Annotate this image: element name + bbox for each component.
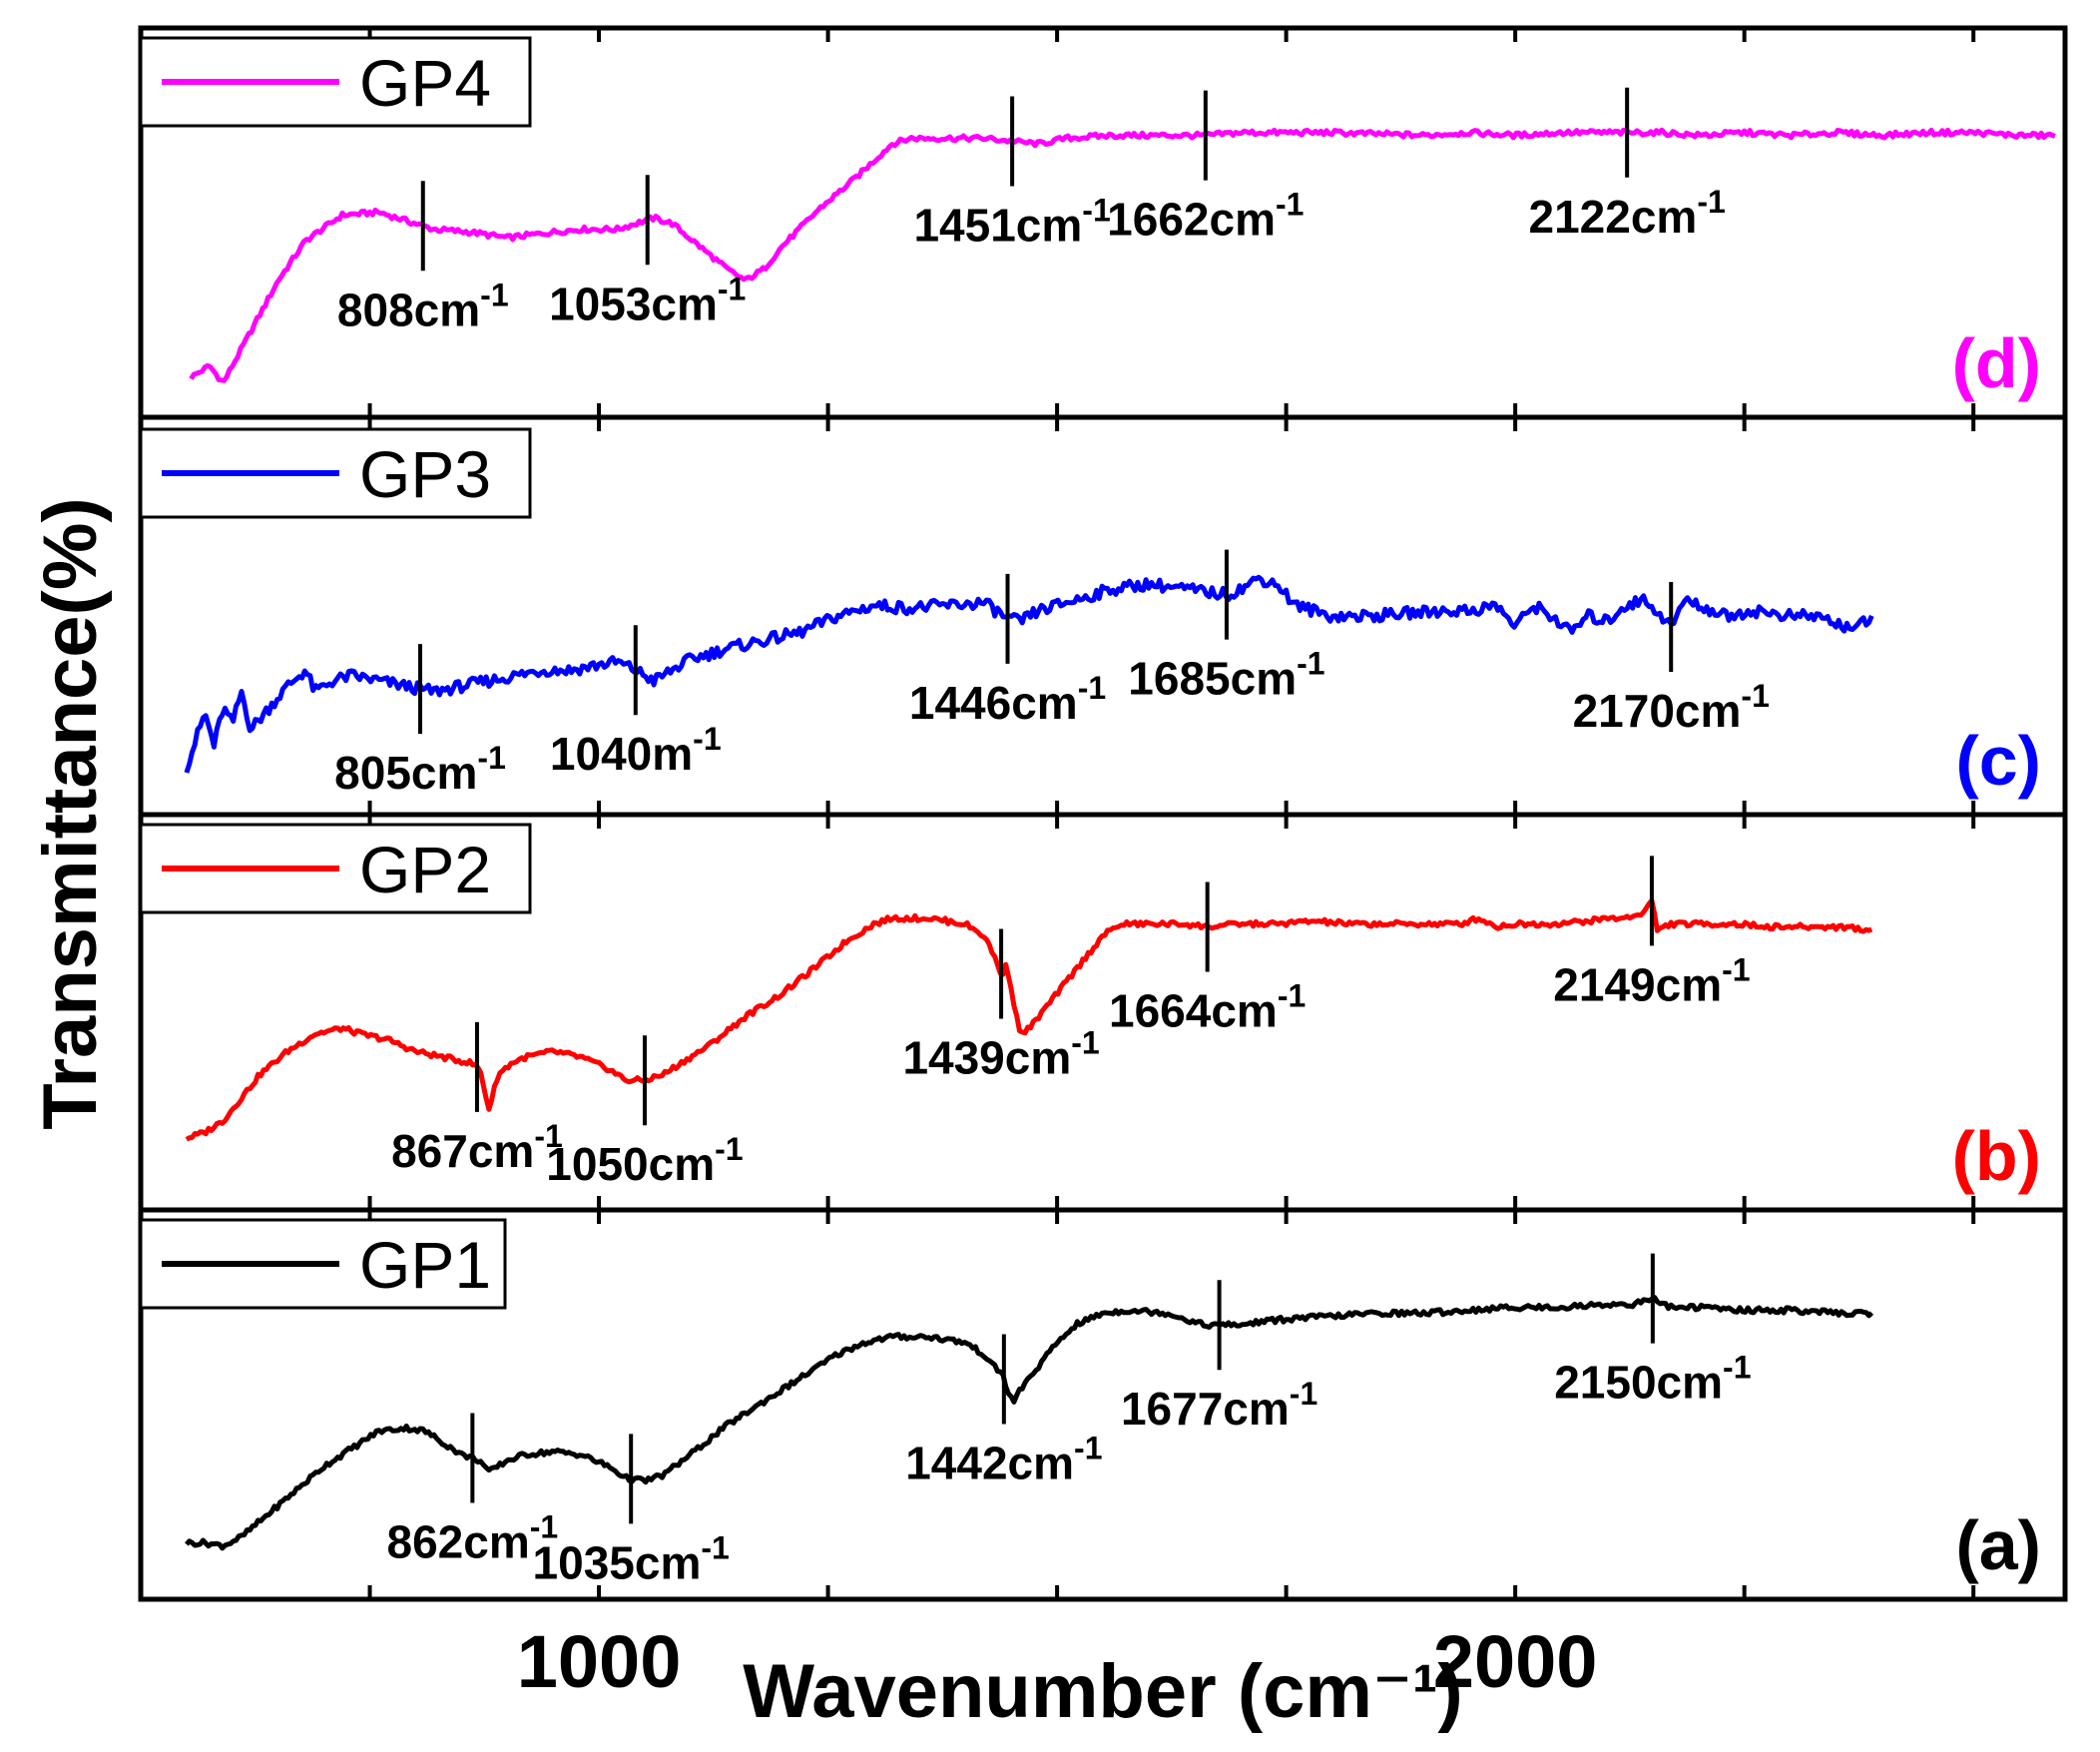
peak-label: 2150cm-1: [1554, 1350, 1751, 1409]
x-ticks: 1000 2000: [367, 28, 1976, 1703]
peak-label: 1035cm-1: [533, 1529, 730, 1588]
peak-label-unit-exponent: -1: [477, 740, 505, 776]
peak-label-unit-exponent: -1: [693, 721, 721, 757]
peak-label: 1439cm-1: [902, 1024, 1099, 1083]
peak-label: 1664cm-1: [1109, 978, 1306, 1037]
peak-label-value: 1439cm: [902, 1031, 1071, 1083]
peak-label-unit-exponent: -1: [1723, 1350, 1751, 1386]
peak-label-unit-exponent: -1: [1278, 978, 1306, 1014]
x-axis-title: Wavenumber (cm⁻¹): [743, 1649, 1462, 1734]
peak-label: 805cm-1: [334, 740, 506, 799]
series-line-gp3: [184, 574, 1874, 774]
series-line-gp4: [189, 127, 2056, 383]
peak-label-unit-exponent: -1: [1722, 951, 1750, 987]
series-line-gp2: [185, 897, 1873, 1142]
legend-label: GP3: [359, 437, 491, 511]
peak-label: 2149cm-1: [1553, 951, 1750, 1010]
peak-label: 1677cm-1: [1121, 1376, 1317, 1435]
series-line-gp1: [185, 1295, 1874, 1551]
legend-label: GP4: [359, 46, 491, 120]
panel-label: (c): [1955, 722, 2041, 800]
peak-label-unit-exponent: -1: [534, 1118, 562, 1154]
peak-label-value: 805cm: [334, 747, 477, 799]
peak-label-unit-exponent: -1: [530, 1509, 558, 1545]
peak-label-value: 2150cm: [1554, 1357, 1723, 1409]
peak-label-value: 1446cm: [909, 677, 1078, 729]
peak-label-unit-exponent: -1: [1697, 184, 1725, 220]
peak-label-value: 1050cm: [546, 1138, 715, 1190]
peak-label-value: 1035cm: [533, 1536, 702, 1588]
panel-label: (d): [1952, 324, 2041, 402]
peak-label: 1040m-1: [550, 721, 722, 780]
peak-label-value: 1053cm: [549, 278, 718, 329]
peak-label: 1685cm-1: [1128, 646, 1324, 705]
peak-label-unit-exponent: -1: [1276, 187, 1304, 223]
peak-label-value: 1685cm: [1128, 653, 1297, 705]
peak-label-unit-exponent: -1: [480, 277, 508, 312]
peak-label-value: 2170cm: [1573, 685, 1742, 737]
series-layer: [184, 127, 2056, 1551]
peak-label-unit-exponent: -1: [1071, 1024, 1099, 1060]
peak-label: 1662cm-1: [1107, 187, 1304, 246]
panel-frames: [138, 25, 2068, 1602]
x-tick-label: 1000: [517, 1620, 682, 1703]
peak-label: 1050cm-1: [546, 1131, 743, 1190]
peak-label-value: 1040m: [550, 728, 693, 780]
panel-label: (a): [1955, 1506, 2041, 1584]
peak-label-value: 2122cm: [1529, 191, 1698, 243]
peak-label: 2122cm-1: [1529, 184, 1726, 243]
peak-label: 862cm-1: [387, 1509, 559, 1568]
legend-label: GP1: [359, 1228, 491, 1302]
peak-label-value: 2149cm: [1553, 958, 1722, 1010]
panel-frame-a: [138, 1207, 2068, 1602]
peak-label-unit-exponent: -1: [715, 1131, 743, 1167]
peak-label-unit-exponent: -1: [1078, 670, 1106, 706]
peak-label-value: 1451cm: [913, 199, 1082, 251]
peak-label: 808cm-1: [337, 277, 509, 335]
panel-label: (b): [1952, 1117, 2041, 1195]
peak-label-value: 862cm: [387, 1516, 530, 1568]
peak-label-value: 1677cm: [1121, 1383, 1290, 1435]
peak-label-value: 1662cm: [1107, 194, 1276, 246]
y-axis-title: Transmittance(%): [28, 497, 113, 1130]
peak-label-unit-exponent: -1: [1290, 1376, 1317, 1412]
peak-label-value: 808cm: [337, 284, 480, 335]
legend-label: GP2: [359, 833, 491, 906]
peak-label-value: 867cm: [391, 1125, 534, 1177]
peak-label: 2170cm-1: [1573, 678, 1770, 737]
peak-label-unit-exponent: -1: [718, 271, 746, 306]
peak-label-unit-exponent: -1: [1082, 192, 1110, 228]
legend-layer: GP4 (d) GP3 (c) GP2 (b) GP1 (a): [139, 36, 2041, 1584]
peak-label-value: 1442cm: [905, 1437, 1074, 1488]
peak-label: 1442cm-1: [905, 1430, 1102, 1488]
peak-label: 867cm-1: [391, 1118, 563, 1177]
peak-label: 1451cm-1: [913, 192, 1110, 251]
peak-label: 1053cm-1: [549, 271, 746, 329]
peak-label-unit-exponent: -1: [1741, 678, 1769, 714]
peak-label-unit-exponent: -1: [701, 1529, 729, 1565]
peak-label-unit-exponent: -1: [1297, 646, 1324, 682]
peak-label: 1446cm-1: [909, 670, 1106, 729]
peak-label-unit-exponent: -1: [1074, 1430, 1102, 1465]
x-tick-label: 2000: [1433, 1620, 1598, 1703]
peak-label-value: 1664cm: [1109, 985, 1278, 1037]
